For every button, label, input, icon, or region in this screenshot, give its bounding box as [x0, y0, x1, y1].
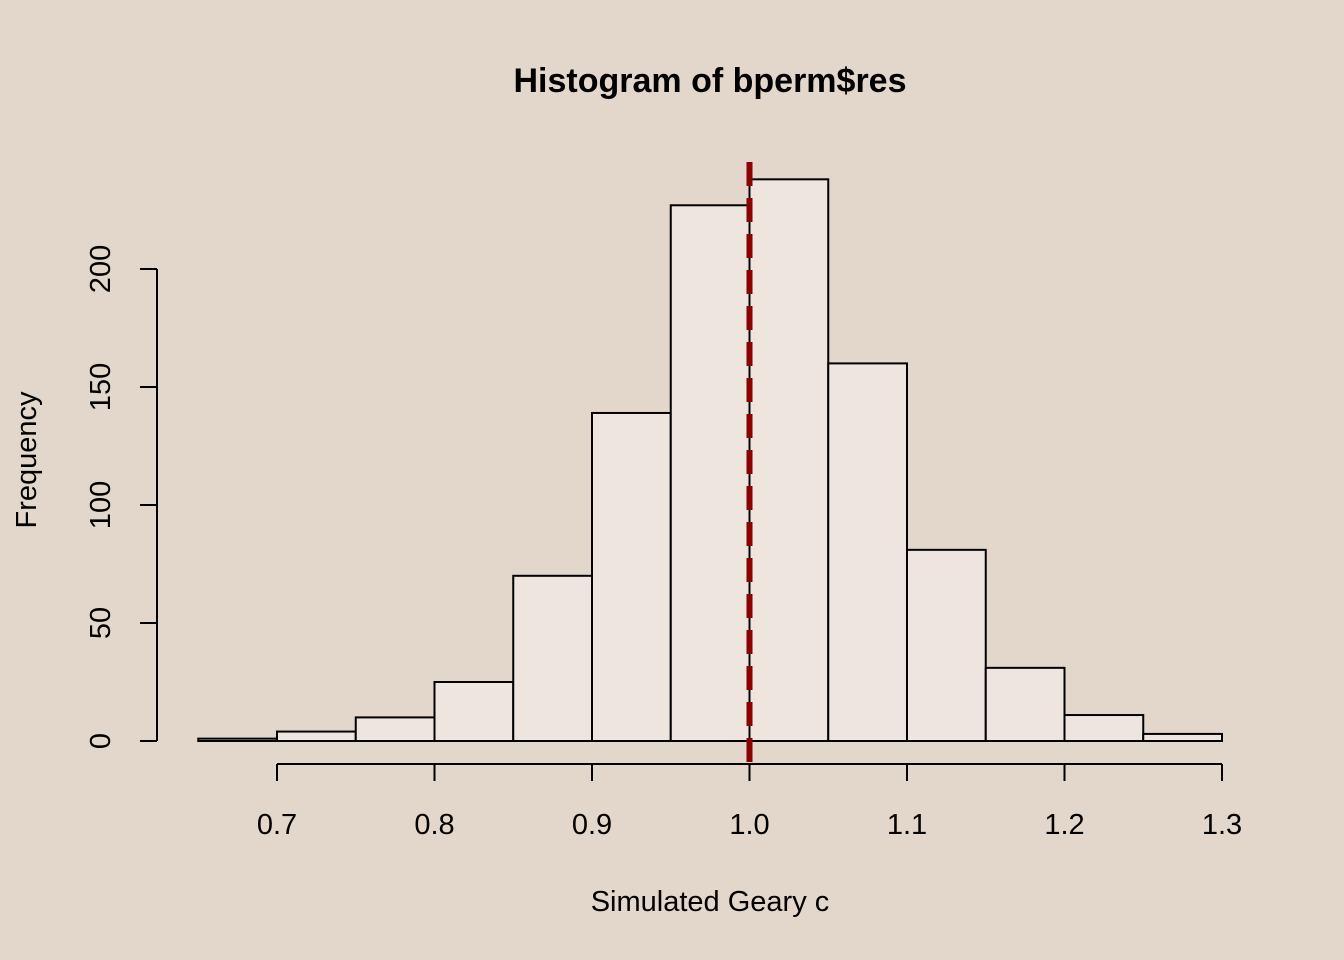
x-tick-label: 1.3 [1202, 809, 1242, 841]
histogram-bar [669, 204, 751, 742]
y-tick-label: 100 [85, 481, 117, 529]
x-tick-label: 1.0 [729, 809, 769, 841]
histogram-bar [906, 548, 987, 743]
histogram-bar [433, 681, 515, 742]
histogram-bar [1142, 732, 1223, 742]
histogram-bar [354, 716, 436, 743]
chart-title: Histogram of bperm$res [514, 62, 907, 100]
histogram-bar [276, 730, 357, 742]
y-axis-label: Frequency [11, 391, 43, 529]
x-tick-label: 0.7 [257, 809, 297, 841]
x-axis: 0.7 0.8 0.9 1.0 1.1 1.2 1.3 [257, 763, 1242, 841]
y-tick-label: 0 [85, 733, 117, 749]
histogram-bar [984, 666, 1066, 743]
histogram-bar [512, 574, 593, 742]
bars-group [197, 178, 1223, 743]
x-tick-label: 0.9 [572, 809, 612, 841]
y-tick-label: 50 [85, 607, 117, 639]
y-tick-label: 150 [85, 363, 117, 411]
histogram-bar [1063, 714, 1145, 742]
histogram-bar [748, 178, 830, 742]
x-tick-label: 1.2 [1044, 809, 1084, 841]
y-axis: 0 50 100 150 200 [85, 245, 158, 749]
x-tick-label: 1.1 [887, 809, 927, 841]
y-tick-label: 200 [85, 245, 117, 293]
histogram-bar [197, 737, 278, 743]
histogram-bar [591, 411, 672, 742]
x-axis-label: Simulated Geary c [591, 886, 830, 918]
x-tick-label: 0.8 [414, 809, 454, 841]
histogram-bar [827, 362, 908, 742]
